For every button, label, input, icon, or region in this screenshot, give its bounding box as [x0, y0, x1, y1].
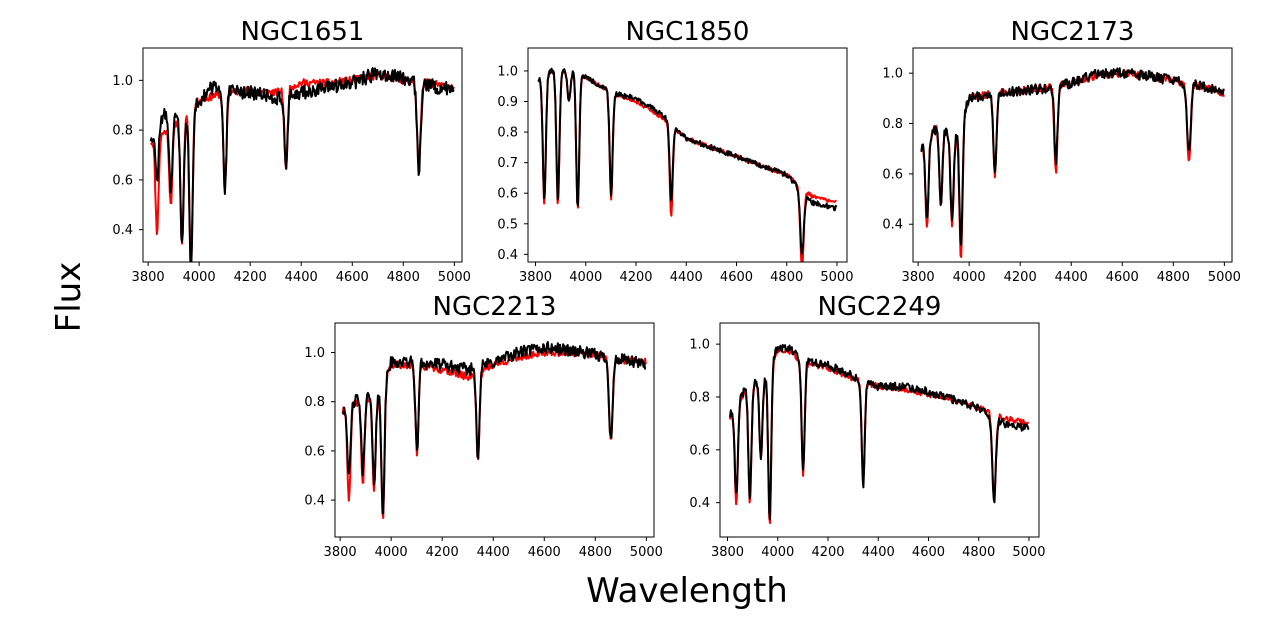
y-tick-label: 1.0 — [304, 346, 325, 361]
y-tick-label: 0.6 — [689, 443, 710, 458]
x-tick-label: 4000 — [183, 270, 216, 285]
panel-title: NGC1651 — [241, 17, 365, 47]
series-line-observed — [537, 67, 838, 255]
panel-title: NGC2249 — [818, 292, 942, 322]
x-tick-label: 4800 — [1157, 270, 1190, 285]
x-tick-label: 4200 — [1004, 270, 1037, 285]
x-tick-label: 4000 — [569, 270, 602, 285]
series-line-observed — [341, 341, 647, 515]
x-tick-label: 5000 — [438, 270, 471, 285]
y-axis-label: Flux — [49, 262, 89, 333]
x-tick-label: 4000 — [375, 545, 408, 560]
y-tick-label: 0.5 — [497, 217, 518, 232]
y-tick-label: 0.7 — [497, 156, 518, 171]
x-tick-label: 4400 — [670, 270, 703, 285]
x-tick-label: 4800 — [387, 270, 420, 285]
x-tick-label: 4000 — [953, 270, 986, 285]
y-tick-label: 0.6 — [497, 187, 518, 202]
panel-ngc1850: 3800 4000 4200 4400 4600 4800 5000 0.4 0.5 0.6 0.7… — [497, 17, 853, 285]
panel-ngc2249: 3800 4000 4200 4400 4600 4800 5000 0.4 0.6 0.8 1.0… — [689, 292, 1045, 560]
y-tick-label: 0.8 — [689, 390, 710, 405]
x-tick-label: 4800 — [579, 545, 612, 560]
y-tick-label: 1.0 — [497, 64, 518, 79]
y-tick-label: 0.4 — [112, 223, 133, 238]
plot-frame — [334, 322, 655, 538]
x-tick-label: 5000 — [1208, 270, 1241, 285]
y-tick-label: 0.8 — [882, 117, 903, 132]
y-tick-label: 0.8 — [112, 124, 133, 139]
series-line-observed — [149, 67, 455, 262]
panel-ngc1651: 3800 4000 4200 4400 4600 4800 5000 0.4 0.6 0.8 1.0… — [112, 17, 471, 285]
x-tick-label: 4200 — [811, 545, 844, 560]
x-tick-label: 5000 — [820, 270, 853, 285]
y-tick-label: 1.0 — [882, 67, 903, 82]
y-tick-label: 1.0 — [689, 338, 710, 353]
x-tick-label: 4400 — [477, 545, 510, 560]
panel-title: NGC2213 — [433, 292, 557, 322]
y-tick-label: 0.9 — [497, 95, 518, 110]
x-tick-label: 3800 — [132, 270, 165, 285]
series-line-observed — [920, 67, 1225, 246]
x-tick-label: 4400 — [285, 270, 318, 285]
x-tick-label: 3800 — [324, 545, 357, 560]
y-tick-label: 0.4 — [304, 494, 325, 509]
panel-title: NGC2173 — [1011, 17, 1135, 47]
plot-frame — [142, 47, 463, 263]
x-tick-label: 3800 — [711, 545, 744, 560]
x-axis-label: Wavelength — [586, 571, 788, 611]
panel-ngc2213: 3800 4000 4200 4400 4600 4800 5000 0.4 0.6 0.8 1.0… — [304, 292, 663, 560]
x-tick-label: 4200 — [619, 270, 652, 285]
y-tick-label: 0.6 — [882, 167, 903, 182]
x-tick-label: 4800 — [770, 270, 803, 285]
x-tick-label: 4200 — [234, 270, 267, 285]
panel-title: NGC1850 — [626, 17, 750, 47]
x-tick-label: 4600 — [1106, 270, 1139, 285]
x-tick-label: 3800 — [902, 270, 935, 285]
x-tick-label: 4400 — [1055, 270, 1088, 285]
x-tick-label: 4800 — [962, 545, 995, 560]
x-tick-label: 3800 — [519, 270, 552, 285]
series-line-observed — [729, 343, 1030, 521]
x-tick-label: 4600 — [912, 545, 945, 560]
plot-frame — [719, 322, 1040, 538]
y-tick-label: 0.8 — [497, 126, 518, 141]
x-tick-label: 5000 — [1012, 545, 1045, 560]
y-tick-label: 0.6 — [112, 173, 133, 188]
y-tick-label: 0.4 — [882, 218, 903, 233]
y-tick-label: 0.8 — [304, 395, 325, 410]
x-tick-label: 4000 — [761, 545, 794, 560]
x-tick-label: 5000 — [630, 545, 663, 560]
plot-frame — [527, 47, 848, 263]
y-tick-label: 1.0 — [112, 74, 133, 89]
x-tick-label: 4400 — [862, 545, 895, 560]
y-tick-label: 0.4 — [689, 496, 710, 511]
x-tick-label: 4600 — [528, 545, 561, 560]
panel-ngc2173: 3800 4000 4200 4400 4600 4800 5000 0.4 0.6 0.8 1.0… — [882, 17, 1241, 285]
y-tick-label: 0.6 — [304, 444, 325, 459]
x-tick-label: 4600 — [720, 270, 753, 285]
x-tick-label: 4600 — [336, 270, 369, 285]
plot-frame — [912, 47, 1233, 263]
x-tick-label: 4200 — [426, 545, 459, 560]
y-tick-label: 0.4 — [497, 248, 518, 263]
